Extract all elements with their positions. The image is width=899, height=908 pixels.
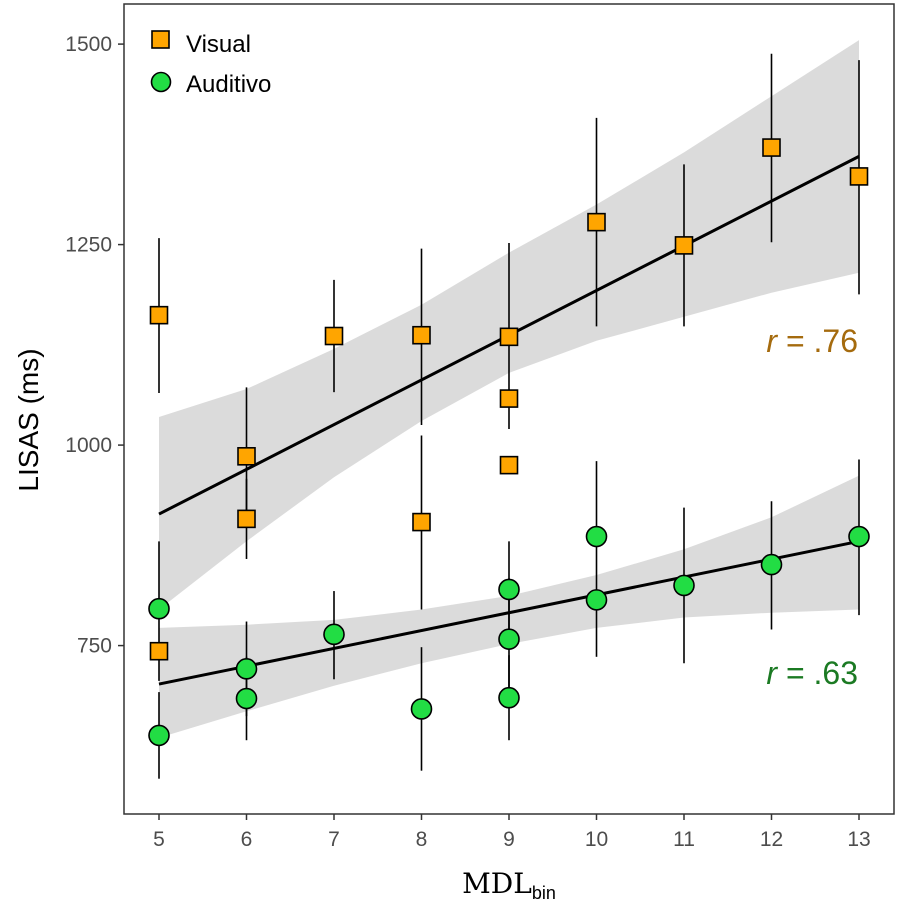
point-auditivo-7 bbox=[498, 628, 520, 650]
x-tick-label-5: 5 bbox=[153, 828, 165, 851]
point-auditivo-9 bbox=[585, 525, 608, 548]
point-visual-12 bbox=[762, 138, 781, 157]
point-visual-7 bbox=[499, 327, 519, 347]
legend: Visual Auditivo bbox=[150, 30, 271, 98]
point-visual-10 bbox=[587, 212, 606, 232]
x-tick-label-13: 13 bbox=[847, 828, 870, 851]
x-axis-title-main: MDL bbox=[462, 867, 532, 900]
point-auditivo-8 bbox=[498, 686, 520, 709]
y-axis-title: LISAS (ms) bbox=[13, 348, 44, 491]
point-visual-0 bbox=[149, 305, 169, 325]
x-tick-label-9: 9 bbox=[503, 828, 515, 851]
point-visual-9 bbox=[499, 455, 519, 475]
point-auditivo-10 bbox=[585, 589, 608, 611]
y-tick-label-1250: 1250 bbox=[65, 234, 112, 257]
x-axis-title-subscript: bin bbox=[532, 883, 556, 903]
point-auditivo-1 bbox=[148, 724, 170, 747]
point-auditivo-6 bbox=[498, 578, 520, 601]
y-tick-label-1500: 1500 bbox=[65, 33, 112, 56]
point-visual-3 bbox=[237, 509, 256, 529]
legend-square-icon bbox=[151, 30, 170, 49]
point-visual-11 bbox=[674, 236, 694, 255]
point-visual-6 bbox=[412, 512, 431, 532]
point-auditivo-0 bbox=[148, 597, 170, 620]
point-auditivo-13 bbox=[848, 525, 870, 548]
point-auditivo-12 bbox=[760, 553, 783, 576]
legend-label-auditivo: Auditivo bbox=[186, 71, 271, 98]
point-visual-4 bbox=[324, 326, 344, 346]
x-tick-label-6: 6 bbox=[241, 828, 253, 851]
x-tick-label-11: 11 bbox=[673, 828, 695, 851]
point-visual-13 bbox=[849, 167, 869, 186]
point-visual-2 bbox=[237, 447, 256, 466]
x-tick-label-7: 7 bbox=[328, 828, 340, 851]
y-axis: 750 1000 1250 1500 bbox=[65, 33, 124, 658]
x-tick-label-8: 8 bbox=[416, 828, 428, 851]
x-axis-title: MDLbin bbox=[462, 867, 556, 903]
point-auditivo-4 bbox=[323, 623, 345, 646]
point-visual-8 bbox=[499, 389, 519, 408]
x-axis: 5 6 7 8 9 10 11 12 13 bbox=[153, 814, 871, 851]
y-tick-label-1000: 1000 bbox=[65, 434, 112, 457]
legend-item-auditivo: Auditivo bbox=[150, 71, 271, 98]
legend-item-visual: Visual bbox=[151, 30, 251, 58]
point-visual-5 bbox=[412, 325, 431, 345]
r-annotation-visual: r = .76 bbox=[766, 323, 858, 359]
point-auditivo-5 bbox=[410, 698, 433, 720]
point-auditivo-3 bbox=[235, 687, 258, 710]
x-tick-label-10: 10 bbox=[585, 828, 608, 851]
annotations: r = .76 r = .63 bbox=[766, 323, 858, 691]
y-tick-label-750: 750 bbox=[77, 635, 112, 658]
x-tick-label-12: 12 bbox=[760, 828, 783, 851]
point-visual-1 bbox=[149, 641, 169, 661]
point-auditivo-2 bbox=[235, 658, 258, 680]
legend-circle-icon bbox=[150, 71, 172, 93]
data-points bbox=[148, 138, 870, 747]
r-annotation-auditivo: r = .63 bbox=[766, 655, 858, 691]
point-auditivo-11 bbox=[673, 574, 695, 597]
legend-label-visual: Visual bbox=[186, 31, 251, 58]
